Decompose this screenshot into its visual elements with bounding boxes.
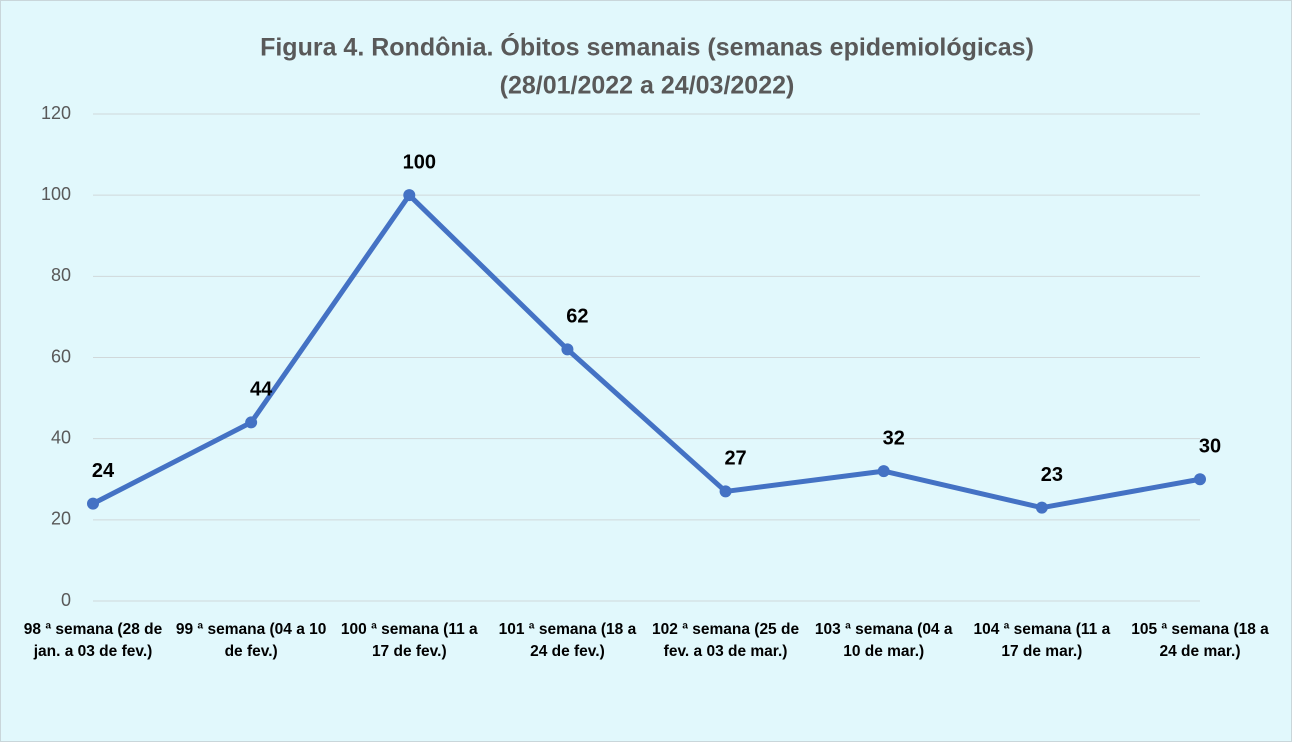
y-tick-label: 20 — [51, 509, 71, 529]
data-label: 27 — [724, 448, 746, 470]
y-tick-label: 100 — [41, 184, 71, 204]
y-tick-label: 40 — [51, 427, 71, 447]
x-tick-label: 105 ª semana (18 a 24 de mar.) — [1131, 621, 1269, 660]
chart-subtitle: (28/01/2022 a 24/03/2022) — [500, 72, 795, 100]
x-tick-label: 104 ª semana (11 a 17 de mar.) — [973, 621, 1111, 660]
chart-title: Figura 4. Rondônia. Óbitos semanais (sem… — [260, 32, 1034, 62]
y-tick-label: 60 — [51, 346, 71, 366]
data-label: 62 — [566, 306, 588, 328]
y-tick-label: 120 — [41, 103, 71, 123]
x-tick-label: 98 ª semana (28 de jan. a 03 de fev.) — [23, 621, 163, 660]
data-point — [245, 416, 258, 429]
data-point — [719, 485, 732, 498]
data-label: 100 — [403, 151, 436, 173]
y-tick-label: 80 — [51, 265, 71, 285]
x-tick-label: 99 ª semana (04 a 10 de fev.) — [175, 621, 327, 660]
data-label: 23 — [1041, 464, 1063, 486]
x-tick-label: 103 ª semana (04 a 10 de mar.) — [814, 621, 953, 660]
data-point — [1194, 473, 1206, 486]
x-tick-label: 102 ª semana (25 de fev. a 03 de mar.) — [652, 621, 800, 660]
x-tick-label: 101 ª semana (18 a 24 de fev.) — [498, 621, 637, 660]
data-label: 32 — [883, 427, 905, 449]
data-label: 30 — [1199, 436, 1221, 458]
data-point — [403, 189, 416, 202]
data-line — [91, 192, 1201, 511]
data-point — [1035, 501, 1048, 514]
data-point — [561, 343, 574, 356]
data-label: 24 — [92, 460, 115, 482]
data-point — [87, 497, 99, 510]
y-tick-label: 0 — [61, 590, 71, 610]
data-label: 44 — [250, 379, 273, 401]
x-tick-label: 100 ª semana (11 a 17 de fev.) — [340, 621, 478, 660]
data-point — [877, 465, 890, 478]
